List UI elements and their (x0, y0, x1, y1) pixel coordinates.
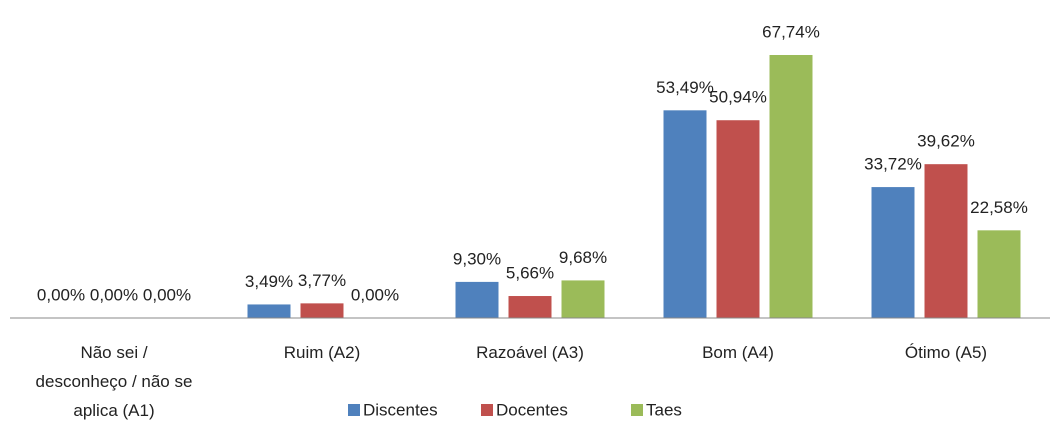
bar (716, 120, 760, 318)
legend-label: Taes (646, 400, 682, 419)
data-label: 50,94% (709, 88, 767, 107)
bar (977, 230, 1021, 318)
x-tick-label: Ruim (A2) (283, 343, 361, 362)
data-label: 0,00% (143, 285, 191, 304)
data-label: 3,77% (298, 271, 346, 290)
bar (455, 281, 499, 318)
bar (924, 164, 968, 318)
data-label: 0,00% (351, 285, 399, 304)
data-label: 0,00% (37, 285, 85, 304)
bar (769, 55, 813, 318)
x-tick-label: Não sei / desconheço / não se aplica (A1… (35, 343, 193, 420)
bar (871, 187, 915, 318)
data-label: 3,49% (245, 272, 293, 291)
data-label: 0,00% (90, 285, 138, 304)
x-tick-label: Razoável (A3) (476, 343, 584, 362)
bar (663, 110, 707, 319)
legend-swatch (348, 404, 360, 416)
data-label: 5,66% (506, 264, 554, 283)
data-label: 67,74% (762, 22, 820, 41)
legend-swatch (481, 404, 493, 416)
data-label: 22,58% (970, 198, 1028, 217)
data-label: 9,68% (559, 248, 607, 267)
data-label: 33,72% (864, 155, 922, 174)
legend-label: Discentes (363, 400, 438, 419)
legend-label: Docentes (496, 400, 568, 419)
bar (300, 303, 344, 318)
bar (508, 296, 552, 318)
legend-swatch (631, 404, 643, 416)
data-label: 53,49% (656, 78, 714, 97)
bar (561, 280, 605, 318)
bar (247, 304, 291, 318)
x-tick-label: Ótimo (A5) (904, 343, 988, 362)
x-tick-label: Bom (A4) (702, 343, 774, 362)
data-label: 39,62% (917, 132, 975, 151)
data-label: 9,30% (453, 249, 501, 268)
